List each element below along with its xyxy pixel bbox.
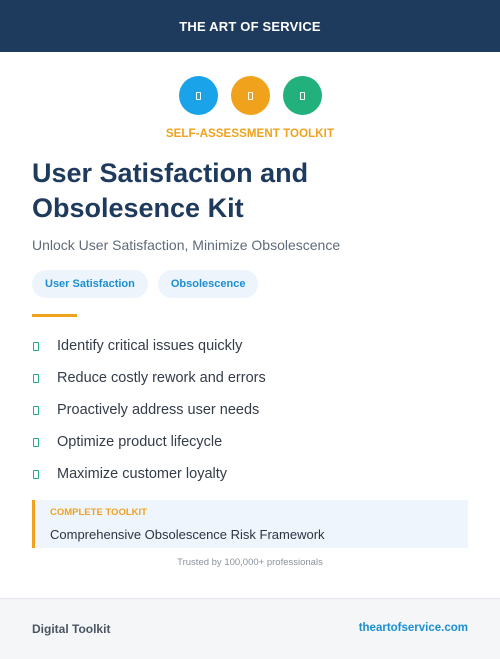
feature-text: Proactively address user needs xyxy=(57,402,260,418)
check-icon xyxy=(33,373,39,383)
check-icon xyxy=(33,437,39,447)
document-icon xyxy=(282,76,322,115)
check-icon xyxy=(33,405,39,415)
website-link[interactable]: theartofservice.com xyxy=(358,622,468,634)
toolkit-callout: COMPLETE TOOLKIT Comprehensive Obsolesce… xyxy=(32,500,468,548)
page-title: User Satisfaction and Obsolesence Kit xyxy=(32,158,309,223)
footer-label: Digital Toolkit xyxy=(32,622,111,636)
top-banner: THE ART OF SERVICE xyxy=(0,0,500,52)
feature-text: Maximize customer loyalty xyxy=(57,466,228,482)
check-icon xyxy=(33,469,39,479)
kicker-label: SELF-ASSESSMENT TOOLKIT xyxy=(165,128,335,140)
feature-text: Optimize product lifecycle xyxy=(57,434,223,450)
tag-obsolescence[interactable]: Obsolescence xyxy=(157,270,259,298)
feature-text: Reduce costly rework and errors xyxy=(57,370,266,386)
tag-user-satisfaction[interactable]: User Satisfaction xyxy=(32,270,148,298)
list-item: Proactively address user needs xyxy=(32,394,266,426)
footer: Digital Toolkit theartofservice.com xyxy=(0,598,500,659)
list-item: Identify critical issues quickly xyxy=(32,330,266,362)
callout-text: Comprehensive Obsolescence Risk Framewor… xyxy=(50,527,325,542)
accent-divider xyxy=(32,314,77,317)
list-item: Maximize customer loyalty xyxy=(32,458,266,490)
document-icon xyxy=(178,76,218,115)
feature-list: Identify critical issues quickly Reduce … xyxy=(32,330,266,490)
list-item: Optimize product lifecycle xyxy=(32,426,266,458)
callout-label: COMPLETE TOOLKIT xyxy=(50,507,147,518)
check-icon xyxy=(33,341,39,351)
page-subtitle: Unlock User Satisfaction, Minimize Obsol… xyxy=(32,237,341,253)
document-icon xyxy=(230,76,270,115)
feature-text: Identify critical issues quickly xyxy=(57,338,243,354)
trust-statement: Trusted by 100,000+ professionals xyxy=(177,557,323,568)
brand-name: THE ART OF SERVICE xyxy=(179,18,321,34)
tag-list: User Satisfaction Obsolescence xyxy=(32,270,259,298)
list-item: Reduce costly rework and errors xyxy=(32,362,266,394)
icon-row xyxy=(0,76,500,115)
